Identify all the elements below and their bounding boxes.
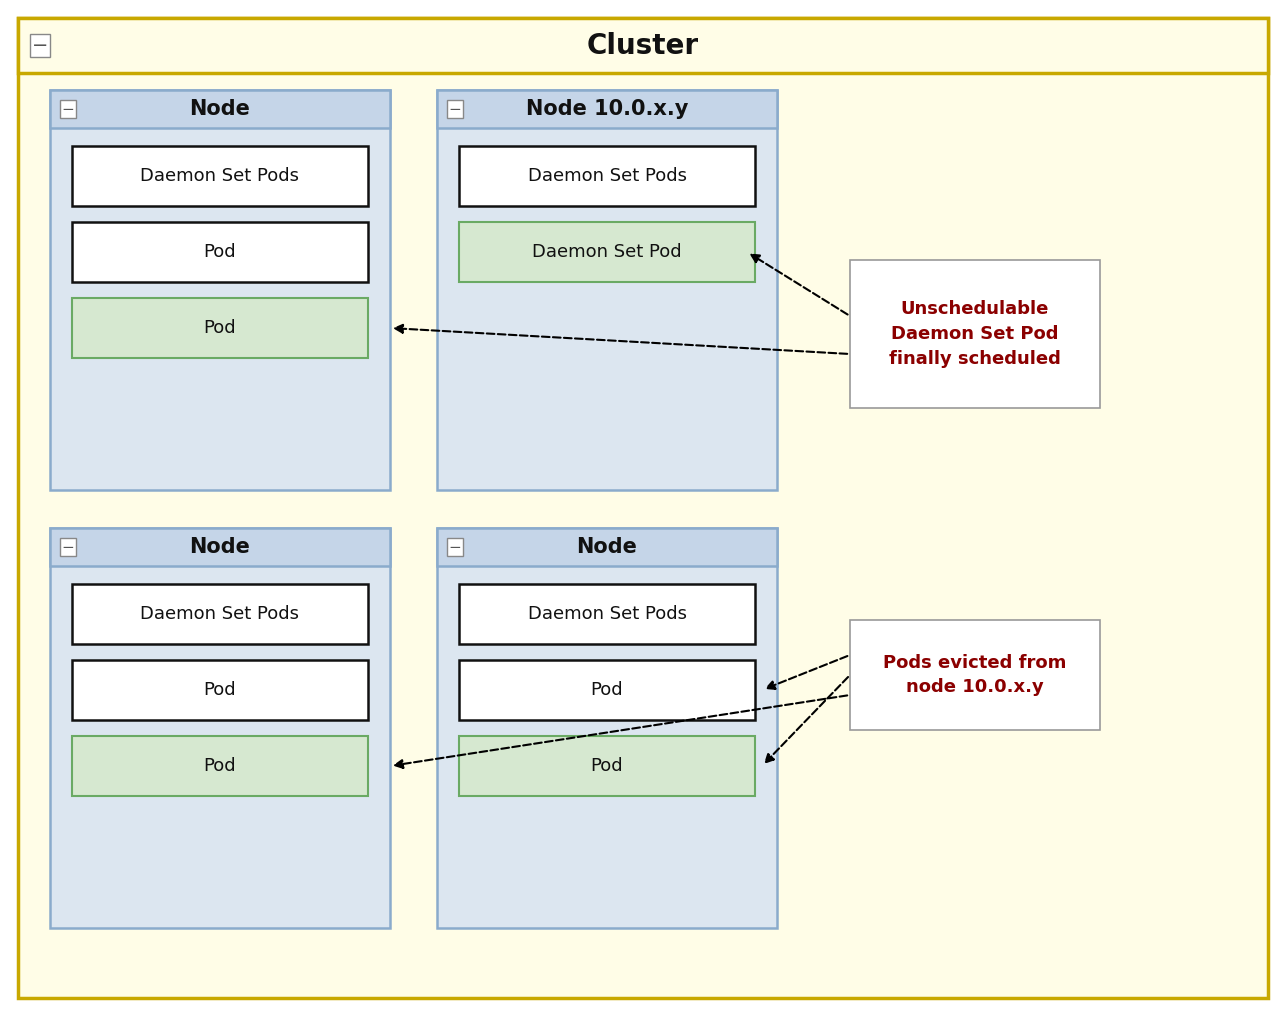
- Bar: [437, 90, 777, 490]
- Bar: [437, 528, 777, 928]
- Text: Unschedulable
Daemon Set Pod
finally scheduled: Unschedulable Daemon Set Pod finally sch…: [889, 300, 1061, 368]
- Bar: [458, 736, 755, 796]
- Text: Daemon Set Pods: Daemon Set Pods: [140, 605, 299, 623]
- Bar: [437, 90, 777, 128]
- Text: Pod: Pod: [204, 319, 236, 337]
- Bar: [458, 584, 755, 644]
- Bar: [437, 528, 777, 566]
- Bar: [72, 146, 369, 206]
- Bar: [458, 146, 755, 206]
- Bar: [50, 528, 390, 928]
- Bar: [72, 736, 369, 796]
- Text: Pod: Pod: [204, 757, 236, 775]
- Text: Cluster: Cluster: [587, 31, 698, 60]
- Text: Daemon Set Pods: Daemon Set Pods: [140, 167, 299, 185]
- Text: Pod: Pod: [204, 681, 236, 699]
- Bar: [72, 584, 369, 644]
- Bar: [458, 660, 755, 720]
- Text: Pod: Pod: [591, 681, 623, 699]
- Bar: [50, 90, 390, 490]
- Text: Pods evicted from
node 10.0.x.y: Pods evicted from node 10.0.x.y: [883, 653, 1067, 697]
- Text: −: −: [448, 539, 461, 555]
- Bar: [50, 90, 390, 128]
- Bar: [850, 620, 1100, 731]
- Bar: [72, 223, 369, 282]
- Text: −: −: [62, 102, 74, 117]
- Text: Daemon Set Pod: Daemon Set Pod: [532, 243, 682, 261]
- Bar: [18, 18, 1269, 73]
- Text: Node: Node: [190, 99, 250, 119]
- Text: Daemon Set Pods: Daemon Set Pods: [528, 605, 687, 623]
- Bar: [72, 660, 369, 720]
- Text: Pod: Pod: [591, 757, 623, 775]
- Text: −: −: [62, 539, 74, 555]
- Bar: [458, 223, 755, 282]
- Text: −: −: [448, 102, 461, 117]
- Text: −: −: [32, 36, 49, 55]
- Text: Daemon Set Pods: Daemon Set Pods: [528, 167, 687, 185]
- Text: Node: Node: [190, 537, 250, 557]
- Text: Node: Node: [577, 537, 637, 557]
- Bar: [72, 298, 369, 358]
- Text: Node 10.0.x.y: Node 10.0.x.y: [526, 99, 688, 119]
- Bar: [850, 260, 1100, 408]
- Text: Pod: Pod: [204, 243, 236, 261]
- Bar: [50, 528, 390, 566]
